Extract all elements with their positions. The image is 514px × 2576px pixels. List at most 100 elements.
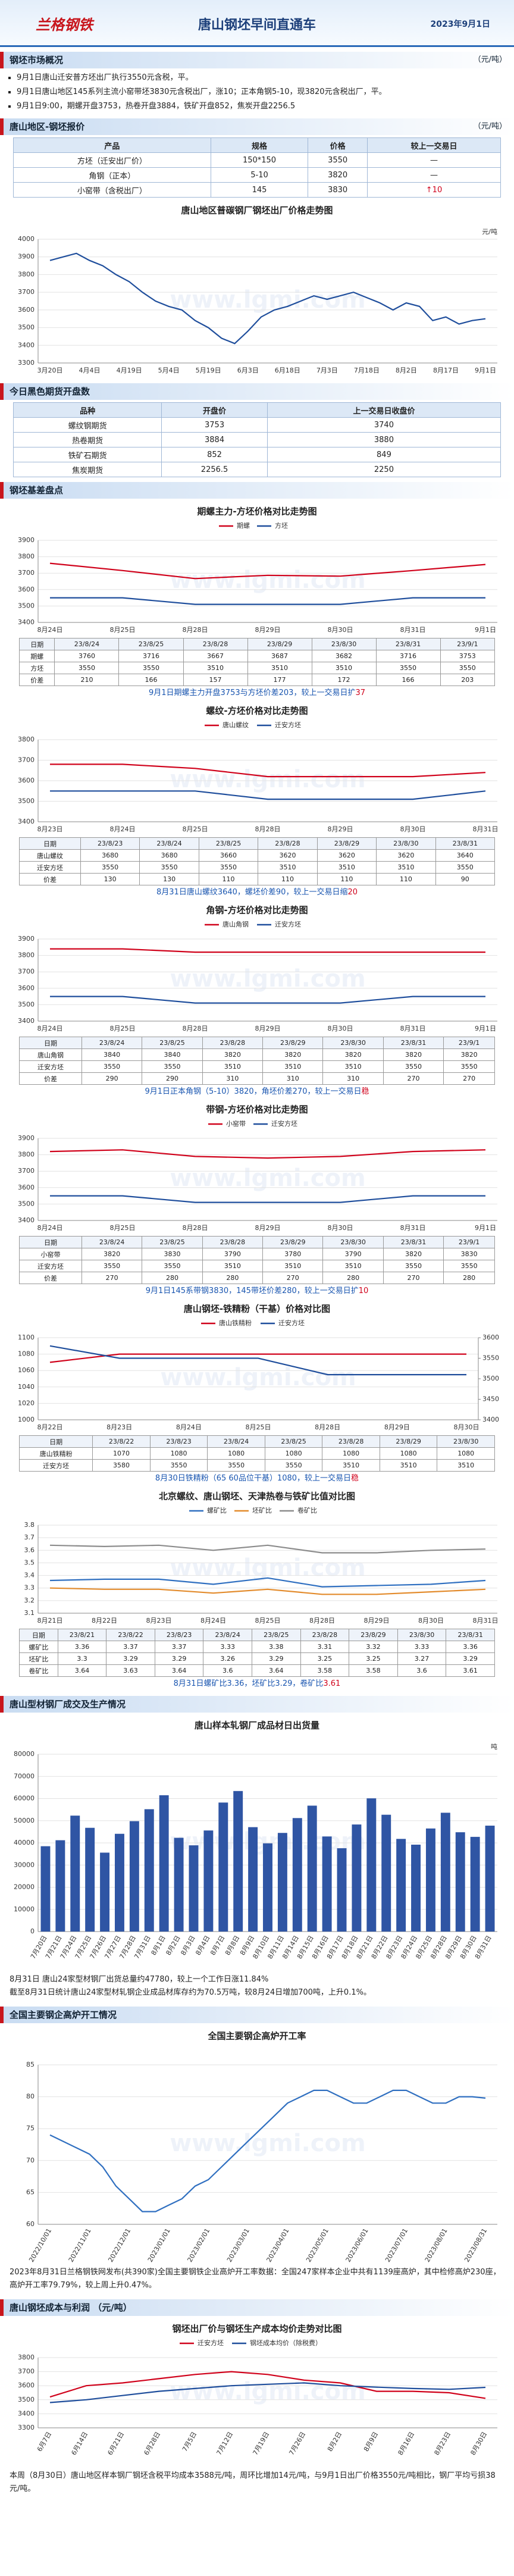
legend-label: 迁安方坯: [198, 2339, 224, 2347]
line-series: [49, 1149, 486, 1159]
table-cell: 3.32: [349, 1641, 398, 1653]
table-cell: 23/8/24: [54, 638, 120, 650]
table-cell: 3680: [80, 849, 140, 862]
table-cell: 130: [139, 873, 199, 885]
table-cell: 3550: [443, 1260, 495, 1272]
table-cell: 3.29: [446, 1652, 495, 1665]
section-title: 唐山钢坯成本与利润 （元/吨）: [10, 2302, 132, 2313]
chart-block: www.lgmi.com 北京螺纹、唐山钢坯、天津热卷与铁矿比值对比图 螺矿比 坯矿比…: [0, 1486, 514, 1691]
x-tick-label: 8月23日: [146, 1617, 172, 1625]
table-cell: 3.33: [397, 1641, 447, 1653]
line-series: [49, 1345, 466, 1376]
table-cell: 3780: [262, 1248, 324, 1260]
legend-label: 螺矿比: [207, 1507, 227, 1514]
bar: [307, 1805, 317, 1932]
table-cell: 3550: [207, 1459, 265, 1472]
x-tick-label: 8月31日: [473, 825, 499, 833]
table-cell: 产品: [13, 137, 211, 153]
table-cell: 23/8/30: [322, 1037, 384, 1049]
table-cell: 唐山螺纹: [19, 849, 81, 862]
y2-tick-label: 3550: [482, 1354, 499, 1362]
table-cell: 1080: [149, 1447, 208, 1460]
table-row: 唐山螺纹 3680 3680 3660 3620 3620 3620 3640: [19, 849, 496, 862]
chart-title: 带钢-方坯价格对比走势图: [206, 1104, 308, 1115]
table-cell: 23/8/28: [202, 1037, 264, 1049]
table-cell: 3820: [383, 1048, 444, 1061]
table-cell: 3550: [383, 1060, 444, 1073]
table-cell: 172: [311, 674, 377, 686]
table-cell: 3.25: [349, 1652, 398, 1665]
table-cell: 螺矿比: [19, 1641, 58, 1653]
x-tick-label: 8月31日: [400, 1224, 426, 1232]
table-cell: 3.3: [57, 1652, 107, 1665]
table-cell: 3620: [316, 849, 377, 862]
chart-block: www.lgmi.com 角钢-方坯价格对比走势图 唐山角钢 迁安方坯 3400 3500…: [0, 900, 514, 1099]
bar: [174, 1838, 184, 1932]
logo: 兰格钢铁: [36, 16, 93, 33]
watermark: www.lgmi.com: [170, 766, 365, 793]
table-cell: 3.26: [203, 1652, 252, 1665]
x-tick-label: 8月29日: [364, 1617, 390, 1625]
x-tick-label: 8月2日: [326, 2431, 343, 2453]
x-tick-label: 7月26日: [287, 2431, 307, 2457]
table-cell: 23/8/31: [446, 1629, 495, 1641]
table-cell: 23/8/28: [183, 638, 248, 650]
y-tick-label: 70: [26, 2156, 35, 2164]
bar: [233, 1791, 243, 1932]
table-cell: 3760: [54, 650, 120, 662]
table-cell: 3550: [81, 1060, 143, 1073]
bar: [144, 1809, 154, 1932]
x-tick-label: 8月24日: [37, 626, 63, 634]
y-tick-label: 3700: [18, 756, 35, 764]
x-tick-label: 9月1日: [475, 626, 496, 634]
table-row: 日期 23/8/22 23/8/23 23/8/24 23/8/25 23/8/28 23/…: [18, 1435, 495, 1448]
table-cell: 角钢（正本）: [13, 167, 211, 183]
table-cell: 3687: [247, 650, 312, 662]
chart-block: www.lgmi.com 唐山钢坯-铁精粉（干基）价格对比图 唐山铁精粉 迁安方坯 10…: [0, 1298, 514, 1486]
x-tick-label: 8月25日: [255, 1617, 281, 1625]
watermark: www.lgmi.com: [170, 286, 365, 314]
y-tick-label: 3400: [18, 2409, 35, 2417]
chart-block: www.lgmi.com 钢坯出厂价与钢坯生产成本均价走势对比图 迁安方坯 钢坯成本均…: [0, 2318, 514, 2467]
table-row: 卷矿比 3.64 3.63 3.64 3.6 3.64 3.58 3.58 3.6 3.61: [19, 1664, 495, 1677]
y-tick-label: 20000: [14, 1883, 35, 1891]
table-cell: 日期: [19, 1037, 82, 1049]
y-tick-label: 3.4: [24, 1572, 35, 1579]
table-cell: 3.27: [397, 1652, 447, 1665]
x-tick-label: 9月1日: [475, 367, 496, 374]
table-cell: 3.64: [252, 1664, 301, 1677]
y-tick-label: 75: [26, 2124, 35, 2132]
table-cell: 23/9/1: [443, 1037, 495, 1049]
table-cell: 3.58: [300, 1664, 350, 1677]
table-row: 小窑带（含税出厂） 145 3830 ↑10: [13, 182, 501, 198]
table-cell: 23/8/24: [207, 1435, 265, 1448]
table-cell: 3510: [379, 1459, 438, 1472]
chart-title: 钢坯出厂价与钢坯生产成本均价走势对比图: [172, 2324, 341, 2334]
x-tick-label: 7月18日: [354, 367, 380, 374]
bar: [470, 1836, 480, 1932]
caption-part: 稳: [361, 1087, 369, 1096]
table-cell: 210: [54, 674, 120, 686]
table-cell: 3840: [142, 1048, 203, 1061]
chart-block: www.lgmi.com 唐山地区普碳钢厂钢坯出厂价格走势图 元/吨 3300 3400…: [0, 200, 514, 378]
x-tick-label: 2022/12/01: [106, 2227, 132, 2264]
y-tick-label: 3500: [18, 2396, 35, 2403]
x-tick-label: 7月19日: [251, 2431, 271, 2457]
x-tick-label: 8月28日: [183, 626, 208, 634]
table-cell: 日期: [19, 837, 81, 850]
y-tick-label: 3.8: [24, 1521, 35, 1529]
chart-title: 唐山样本轧钢厂成品材日出货量: [195, 1720, 319, 1731]
x-tick-label: 6月7日: [36, 2431, 53, 2453]
chart-caption: 9月1日145系带钢3830，145带坯价差280，较上一交易日扩10: [0, 1284, 514, 1298]
table-cell: 3550: [198, 861, 259, 874]
line-series: [50, 948, 485, 953]
x-tick-label: 8月30日: [454, 1423, 479, 1431]
y-tick-label: 1060: [18, 1366, 35, 1374]
y-tick-label: 3600: [18, 984, 35, 992]
x-tick-label: 8月23日: [432, 2431, 452, 2457]
table-cell: 3830: [443, 1248, 495, 1260]
table-cell: 1080: [437, 1447, 495, 1460]
x-tick-label: 8月31日: [400, 1025, 426, 1032]
section-title: 钢坯市场概况: [10, 55, 64, 65]
